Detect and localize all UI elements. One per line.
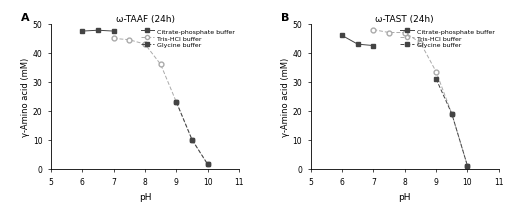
Title: ω-TAAF (24h): ω-TAAF (24h) [116,15,175,24]
Title: ω-TAST (24h): ω-TAST (24h) [376,15,434,24]
Legend: Citrate-phosphate buffer, Tris-HCl buffer, Glycine buffer: Citrate-phosphate buffer, Tris-HCl buffe… [139,28,236,49]
Text: A: A [21,13,30,23]
Y-axis label: γ-Amino acid (mM): γ-Amino acid (mM) [281,57,290,136]
Legend: Citrate-phosphate buffer, Tris-HCl buffer, Glycine buffer: Citrate-phosphate buffer, Tris-HCl buffe… [399,28,496,49]
X-axis label: pH: pH [139,192,151,201]
X-axis label: pH: pH [399,192,411,201]
Text: B: B [280,13,289,23]
Y-axis label: γ-Amino acid (mM): γ-Amino acid (mM) [21,57,30,136]
